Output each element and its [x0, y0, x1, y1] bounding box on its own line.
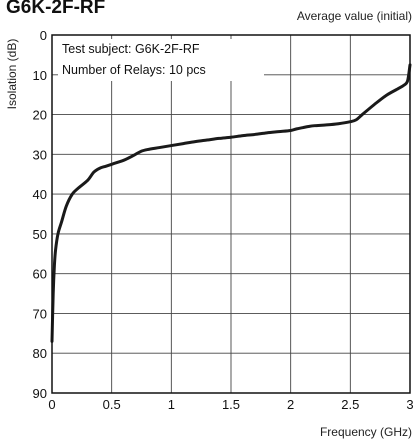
x-tick-label: 0.5 [103, 397, 121, 412]
chart-subtitle: Average value (initial) [297, 9, 412, 23]
y-tick-label: 20 [33, 108, 47, 123]
x-tick-label: 2.5 [341, 397, 359, 412]
x-tick-label: 1.5 [222, 397, 240, 412]
x-axis-label: Frequency (GHz) [320, 425, 412, 439]
y-tick-label: 90 [33, 386, 47, 401]
y-tick-label: 30 [33, 147, 47, 162]
y-tick-label: 70 [33, 306, 47, 321]
x-tick-label: 2 [287, 397, 294, 412]
y-tick-label: 80 [33, 346, 47, 361]
y-tick-label: 50 [33, 227, 47, 242]
y-axis-label: Isolation (dB) [5, 39, 19, 110]
x-tick-label: 1 [168, 397, 175, 412]
annotation-relay-count: Number of Relays: 10 pcs [62, 63, 206, 77]
x-tick-label: 3 [406, 397, 413, 412]
annotation-box [58, 39, 264, 81]
y-tick-label: 40 [33, 187, 47, 202]
plot-frame [51, 34, 411, 394]
y-tick-label: 0 [40, 28, 47, 43]
y-tick-label: 60 [33, 267, 47, 282]
series-line-isolation [50, 63, 412, 343]
chart-title: G6K-2F-RF [6, 0, 105, 18]
annotation-test-subject: Test subject: G6K-2F-RF [62, 42, 200, 56]
x-tick-label: 0 [48, 397, 55, 412]
grid [52, 35, 410, 393]
y-tick-label: 10 [33, 68, 47, 83]
